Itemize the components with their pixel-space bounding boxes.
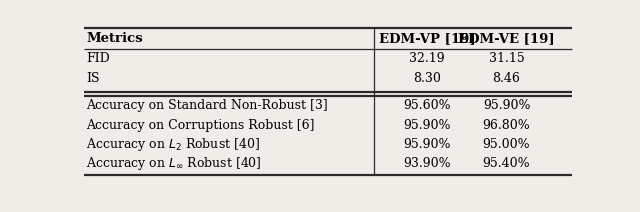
Text: 32.19: 32.19 [410,52,445,66]
Text: Accuracy on Corruptions Robust [6]: Accuracy on Corruptions Robust [6] [86,119,315,132]
Text: FID: FID [86,52,110,66]
Text: 93.90%: 93.90% [403,157,451,170]
Text: 95.60%: 95.60% [403,99,451,112]
Text: 31.15: 31.15 [489,52,524,66]
Text: EDM-VP [19]: EDM-VP [19] [379,32,476,45]
Text: EDM-VE [19]: EDM-VE [19] [458,32,555,45]
Text: 95.90%: 95.90% [483,99,531,112]
Text: 95.90%: 95.90% [403,138,451,151]
Text: 8.30: 8.30 [413,72,441,85]
Text: 95.40%: 95.40% [483,157,531,170]
Text: 96.80%: 96.80% [483,119,531,132]
Text: Accuracy on $L_2$ Robust [40]: Accuracy on $L_2$ Robust [40] [86,136,260,153]
Text: Accuracy on Standard Non-Robust [3]: Accuracy on Standard Non-Robust [3] [86,99,328,112]
Text: 95.00%: 95.00% [483,138,531,151]
Text: Metrics: Metrics [86,32,143,45]
Text: 95.90%: 95.90% [403,119,451,132]
Text: Accuracy on $L_{\infty}$ Robust [40]: Accuracy on $L_{\infty}$ Robust [40] [86,155,262,172]
Text: 8.46: 8.46 [493,72,520,85]
Text: IS: IS [86,72,100,85]
